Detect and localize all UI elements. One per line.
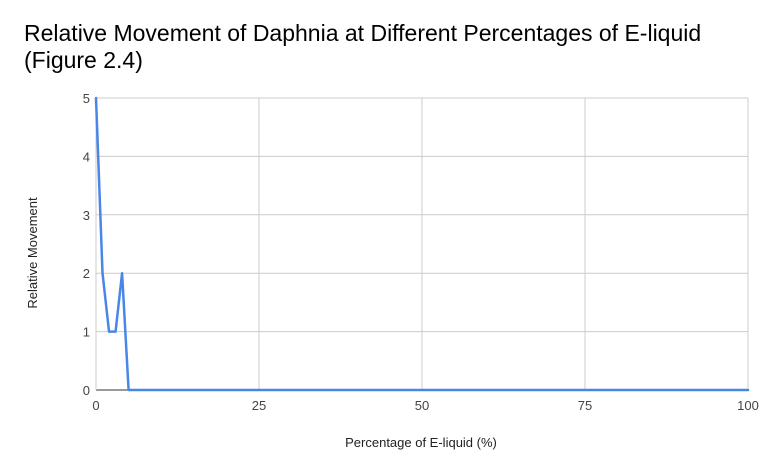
x-tick-label: 100 (737, 398, 759, 413)
x-tick-label: 50 (415, 398, 429, 413)
x-tick-label: 0 (92, 398, 99, 413)
y-tick-label: 2 (83, 266, 90, 281)
y-tick-label: 1 (83, 325, 90, 340)
x-axis-ticks: 0 25 50 75 100 (92, 398, 758, 413)
x-tick-label: 75 (578, 398, 592, 413)
y-tick-label: 5 (83, 91, 90, 106)
y-tick-label: 4 (83, 149, 90, 164)
y-axis-title: Relative Movement (25, 197, 40, 309)
y-tick-label: 0 (83, 383, 90, 398)
chart-title: Relative Movement of Daphnia at Differen… (24, 20, 702, 73)
x-axis-title: Percentage of E-liquid (%) (345, 435, 497, 450)
x-tick-label: 25 (252, 398, 266, 413)
y-axis-ticks: 0 1 2 3 4 5 (83, 91, 90, 398)
series-lines (94, 96, 750, 392)
y-tick-label: 3 (83, 208, 90, 223)
gridlines (95, 97, 749, 391)
